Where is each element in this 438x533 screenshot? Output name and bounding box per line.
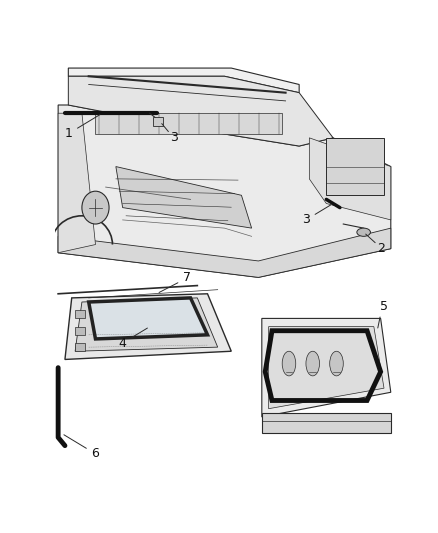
Ellipse shape	[282, 351, 296, 376]
Bar	[326, 138, 384, 195]
Polygon shape	[268, 327, 384, 409]
Bar	[153, 117, 163, 126]
Bar	[75, 310, 85, 318]
Text: 3: 3	[170, 131, 177, 144]
Polygon shape	[309, 138, 391, 220]
Text: 4: 4	[119, 336, 127, 350]
Polygon shape	[58, 228, 391, 277]
Ellipse shape	[306, 351, 319, 376]
Ellipse shape	[330, 351, 343, 376]
Text: 1: 1	[64, 127, 72, 140]
Text: 3: 3	[302, 213, 310, 227]
Polygon shape	[75, 298, 218, 351]
Polygon shape	[88, 298, 208, 339]
Polygon shape	[116, 166, 251, 228]
Bar	[75, 327, 85, 335]
Polygon shape	[262, 318, 391, 417]
Polygon shape	[65, 294, 231, 359]
Text: 2: 2	[377, 242, 385, 255]
Polygon shape	[68, 76, 333, 146]
Bar	[95, 113, 282, 134]
Text: 6: 6	[92, 447, 99, 461]
Bar	[262, 413, 391, 433]
Text: 7: 7	[183, 271, 191, 284]
Polygon shape	[58, 113, 95, 253]
Ellipse shape	[357, 228, 371, 236]
Polygon shape	[58, 105, 391, 277]
Text: 5: 5	[380, 300, 388, 312]
Polygon shape	[68, 68, 299, 93]
Circle shape	[82, 191, 109, 224]
Bar	[75, 343, 85, 351]
